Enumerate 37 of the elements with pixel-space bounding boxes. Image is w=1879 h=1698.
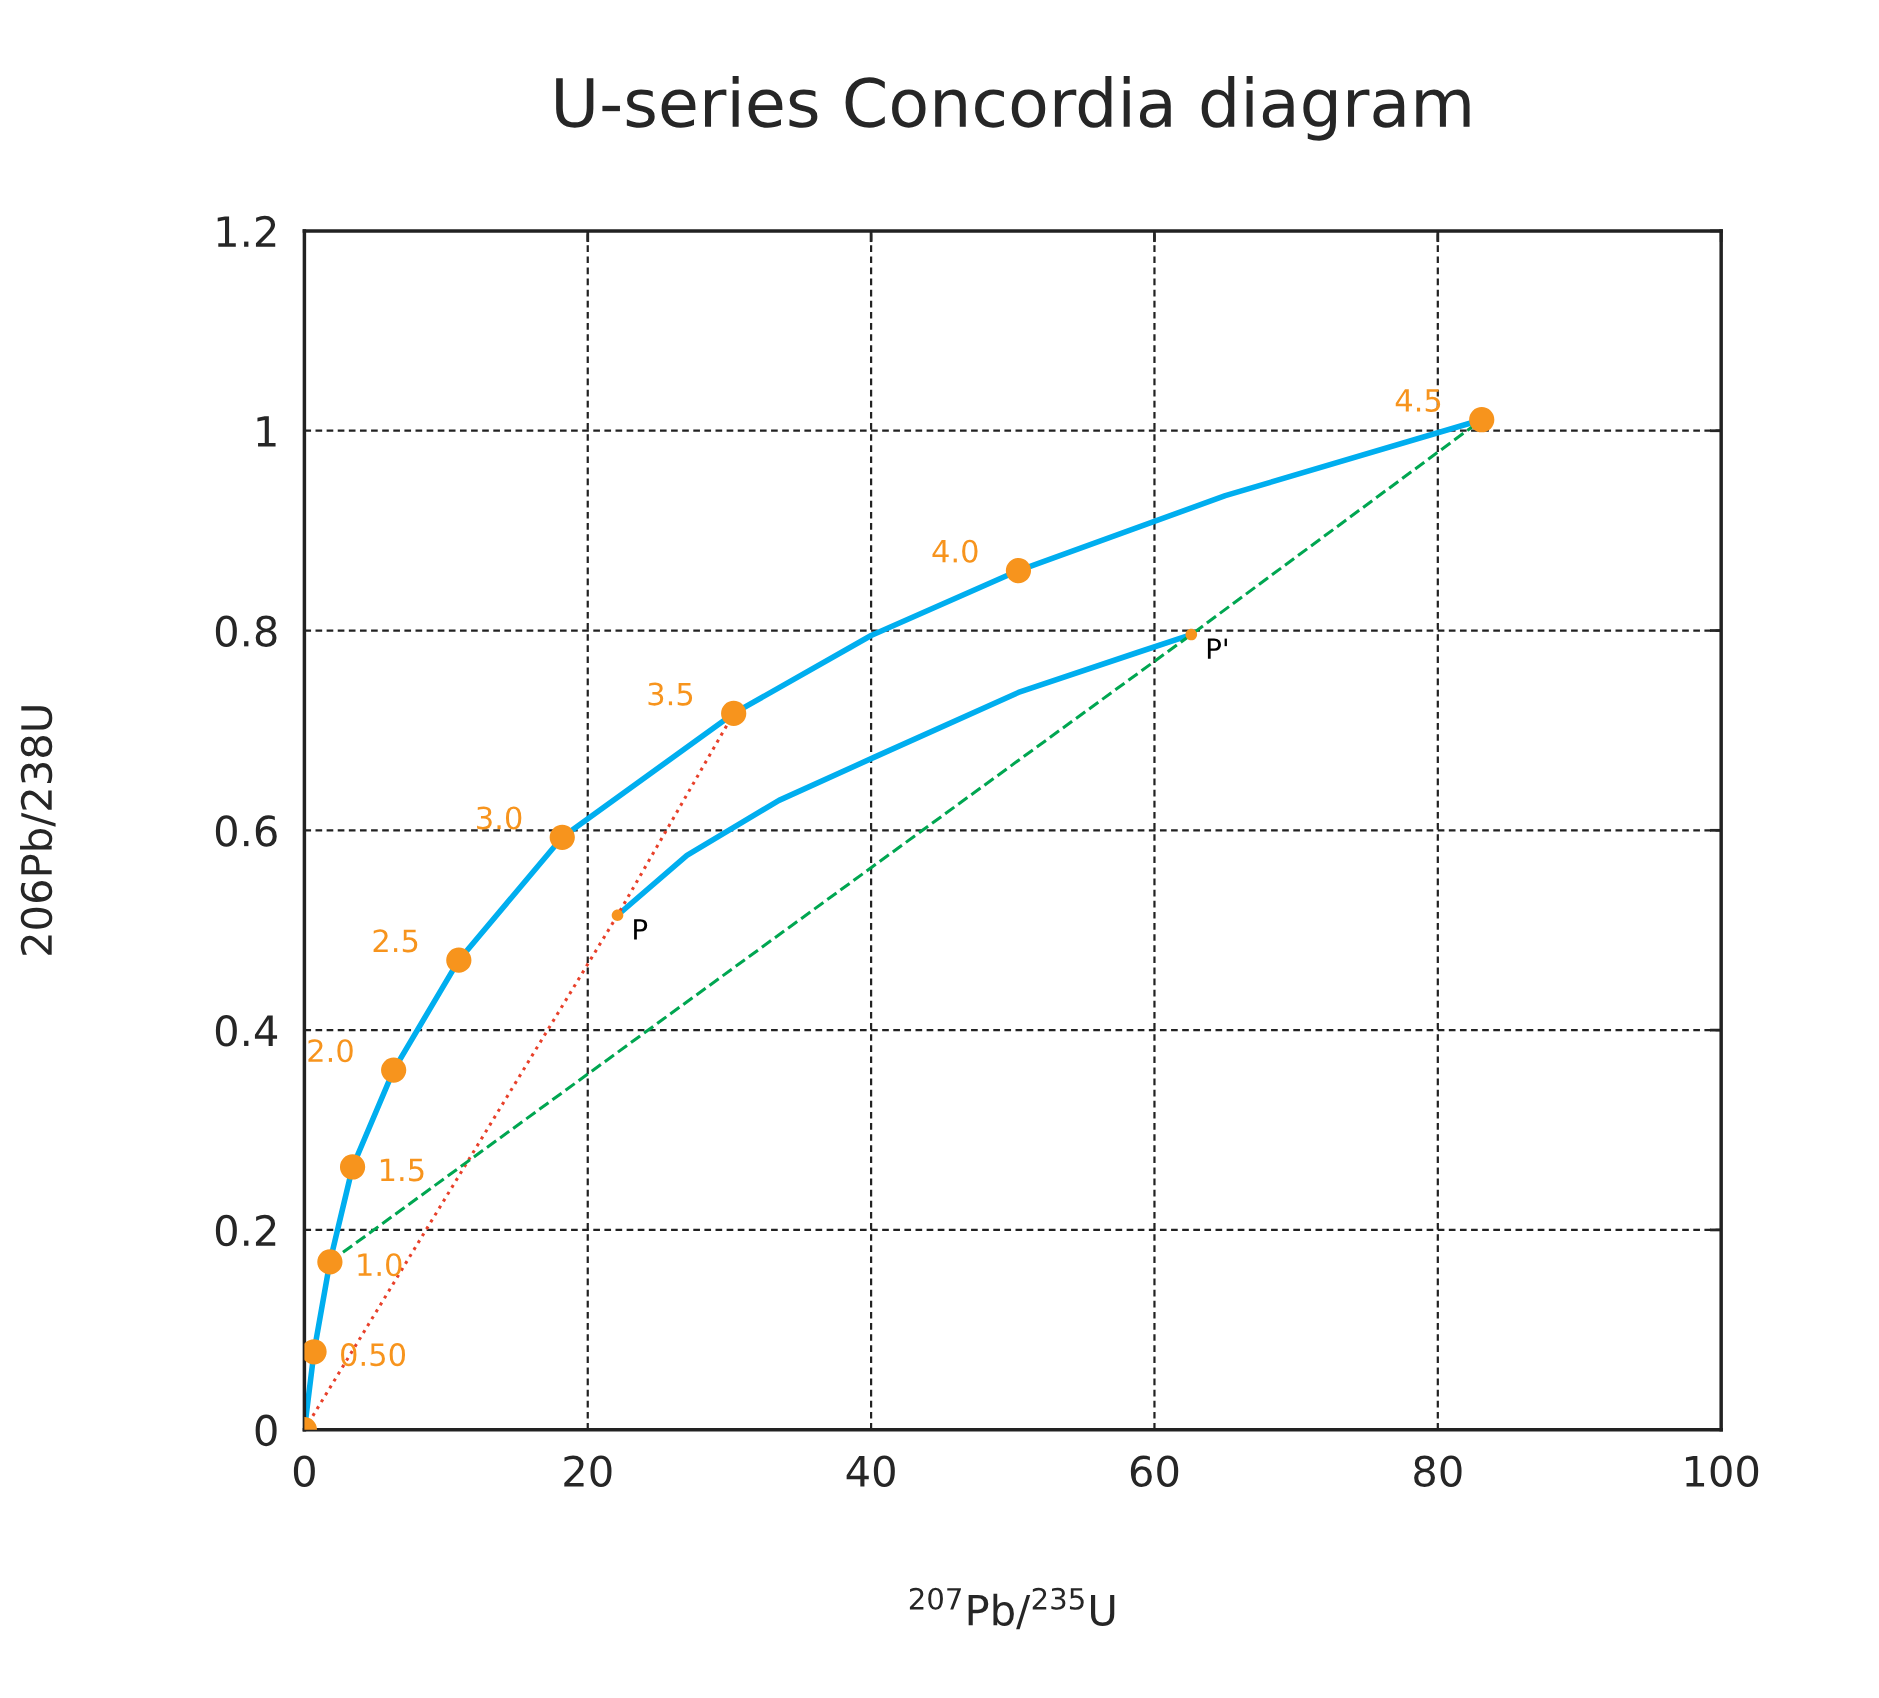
y-axis-title: 206Pb/238U [20, 706, 56, 955]
annotation: 3.5 [648, 682, 693, 706]
x-tick-label: 20 [564, 1455, 612, 1487]
x-tick-label: 40 [846, 1455, 895, 1487]
point [1185, 628, 1198, 641]
point [1469, 407, 1495, 433]
y-tick-label: 0.8 [215, 615, 277, 647]
point [317, 1249, 343, 1275]
y-tick-label: 1 [257, 416, 276, 447]
point [381, 1057, 407, 1083]
y-tick-label: 0.6 [215, 815, 277, 847]
annotation: 2.5 [373, 929, 418, 953]
point [549, 824, 575, 850]
point [721, 700, 747, 727]
y-tick-label: 0.4 [215, 1015, 278, 1047]
annotation: 2.0 [308, 1039, 353, 1063]
x-tick-label: 80 [1414, 1455, 1462, 1487]
annotation: P' [1207, 638, 1227, 659]
annotation: 1.5 [380, 1158, 424, 1182]
point [339, 1154, 366, 1180]
x-tick-label: 100 [1685, 1455, 1759, 1487]
annotation: 1.0 [358, 1253, 402, 1277]
x-axis-title: $^{207}$Pb/$^{235}$U [909, 1587, 1115, 1630]
annotation: 3.0 [477, 806, 522, 830]
point [611, 909, 624, 922]
point [1005, 557, 1032, 584]
annotation: P [634, 919, 648, 940]
x-tick-label: 0 [293, 1455, 315, 1487]
annotation: 4.0 [932, 539, 978, 563]
annotation: 0.50 [341, 1343, 406, 1367]
y-tick-label: 0.2 [215, 1214, 276, 1247]
annotation: 4.5 [1395, 389, 1441, 412]
point [446, 947, 472, 973]
x-tick-label: 60 [1130, 1455, 1179, 1487]
y-tick-label: 1.2 [217, 215, 276, 247]
y-tick-label: 0 [255, 1414, 277, 1447]
chart-title: U-series Concordia diagram [556, 76, 1470, 141]
